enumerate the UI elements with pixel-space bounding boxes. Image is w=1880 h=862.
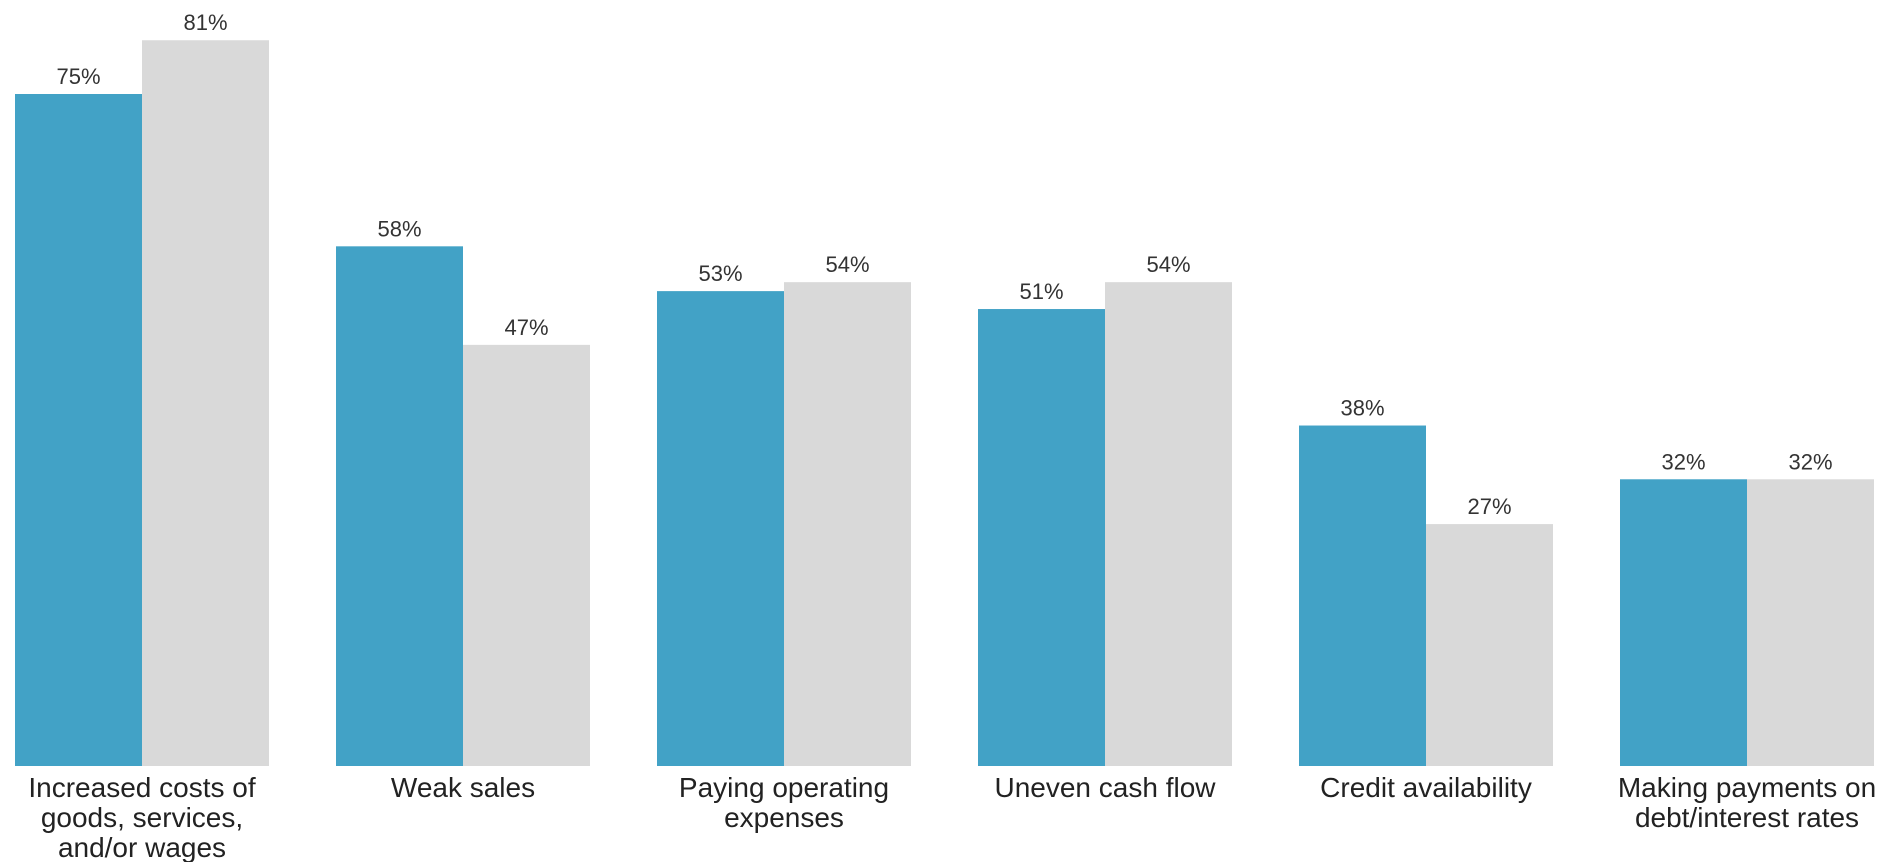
data-label-series2-3: 54% <box>825 252 869 277</box>
bars-layer <box>15 40 1874 767</box>
category-labels-layer: Increased costs of goods, services, and/or… <box>28 772 1876 862</box>
bar-series2-5 <box>1426 524 1553 766</box>
data-label-series2-6: 32% <box>1788 449 1832 474</box>
bar-series2-1 <box>142 40 269 767</box>
category-label-4: Uneven cash flow <box>994 772 1216 803</box>
category-label-5: Credit availability <box>1320 772 1532 803</box>
category-label-line: goods, services, <box>41 802 243 833</box>
category-label-line: Paying operating <box>679 772 889 803</box>
data-label-series2-2: 47% <box>504 315 548 340</box>
bar-series1-1 <box>15 94 142 766</box>
category-label-6: Making payments on debt/interest rates <box>1618 772 1876 833</box>
data-label-series1-2: 58% <box>377 216 421 241</box>
category-label-line: Credit availability <box>1320 772 1532 803</box>
category-label-line: expenses <box>724 802 844 833</box>
bar-series2-3 <box>784 282 911 766</box>
category-label-line: Making payments on <box>1618 772 1876 803</box>
category-label-1: Increased costs of goods, services, and/or… <box>28 772 255 862</box>
value-labels-layer: 75% 81% 58% 47% 53% 54% 51% 54% 38% 27% 32% 32% <box>56 10 1832 519</box>
data-label-series1-5: 38% <box>1340 396 1384 421</box>
data-label-series2-4: 54% <box>1146 252 1190 277</box>
data-label-series1-1: 75% <box>56 64 100 89</box>
category-label-line: and/or wages <box>58 832 226 862</box>
category-label-3: Paying operating expenses <box>679 772 889 833</box>
category-label-2: Weak sales <box>391 772 535 803</box>
data-label-series2-5: 27% <box>1467 494 1511 519</box>
bar-series1-3 <box>657 291 784 766</box>
bar-series1-2 <box>336 246 463 766</box>
category-label-line: debt/interest rates <box>1635 802 1859 833</box>
bar-series2-2 <box>463 344 590 766</box>
bar-series2-4 <box>1105 282 1232 766</box>
category-label-line: Increased costs of <box>28 772 255 803</box>
category-label-line: Weak sales <box>391 772 535 803</box>
bar-series1-4 <box>978 309 1105 766</box>
category-label-line: Uneven cash flow <box>994 772 1216 803</box>
data-label-series1-3: 53% <box>698 261 742 286</box>
data-label-series1-6: 32% <box>1661 449 1705 474</box>
bar-series2-6 <box>1747 479 1874 766</box>
data-label-series2-1: 81% <box>183 10 227 35</box>
bar-series1-6 <box>1620 479 1747 766</box>
data-label-series1-4: 51% <box>1019 279 1063 304</box>
bar-series1-5 <box>1299 425 1426 766</box>
